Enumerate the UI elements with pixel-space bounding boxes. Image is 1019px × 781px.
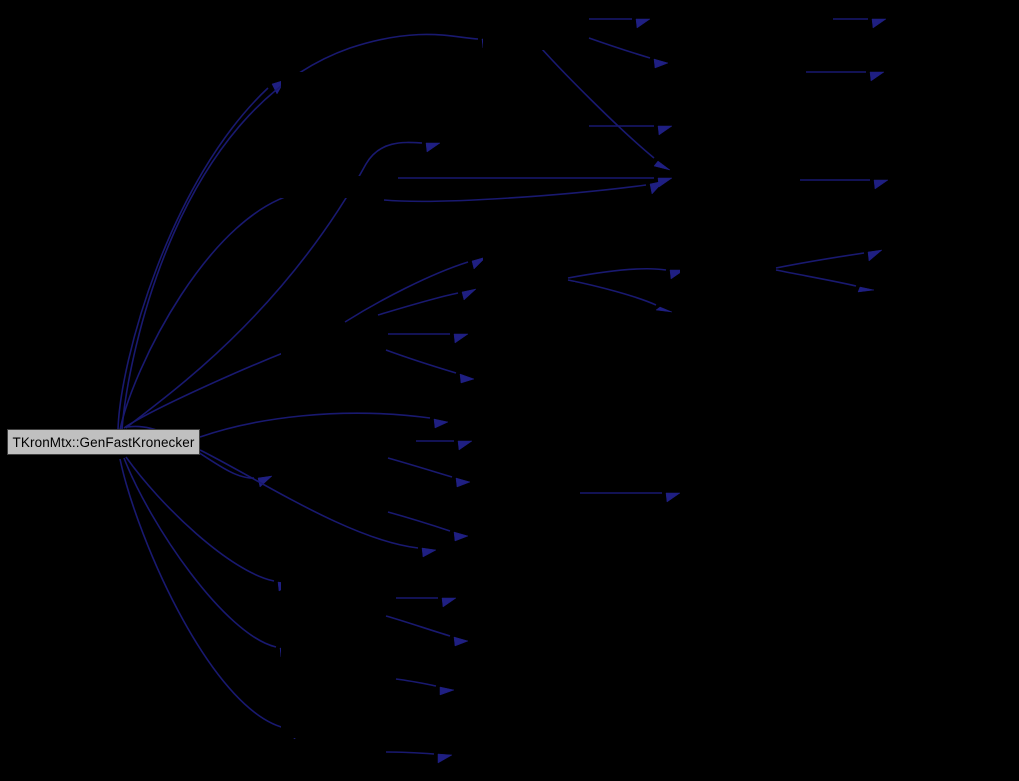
call-edge: [395, 678, 437, 687]
graph-node[interactable]: [895, 241, 987, 263]
call-edge: [123, 457, 277, 648]
arrowhead-icon: [453, 333, 469, 344]
graph-node[interactable]: [895, 62, 987, 84]
graph-node[interactable]: [483, 746, 575, 768]
graph-node-root[interactable]: TKronMtx::GenFastKronecker: [7, 429, 200, 455]
arrowhead-icon: [453, 531, 469, 542]
call-edge: [119, 191, 303, 431]
graph-node[interactable]: [281, 716, 373, 738]
call-edge: [533, 39, 655, 159]
call-edge: [377, 292, 459, 316]
arrowhead-icon: [471, 256, 487, 270]
graph-node[interactable]: [483, 250, 575, 272]
call-edge: [121, 33, 479, 430]
call-edge: [117, 87, 269, 431]
arrowhead-icon: [459, 373, 475, 384]
graph-node[interactable]: [483, 628, 575, 650]
arrowhead-icon: [657, 125, 673, 136]
graph-node[interactable]: [680, 260, 772, 282]
arrowhead-icon: [439, 686, 455, 696]
arrowhead-icon: [453, 636, 469, 647]
arrowhead-icon: [455, 477, 471, 488]
graph-node[interactable]: [281, 176, 373, 198]
graph-node[interactable]: [895, 277, 987, 299]
call-edge: [199, 449, 419, 549]
call-edge: [383, 184, 647, 203]
call-edge: [775, 269, 857, 287]
arrowhead-icon: [441, 597, 457, 608]
arrowhead-icon: [649, 180, 665, 195]
graph-node[interactable]: [483, 132, 575, 154]
call-edge: [119, 458, 291, 730]
graph-node[interactable]: [281, 338, 373, 360]
call-edge: [567, 279, 657, 306]
arrowhead-icon: [857, 286, 875, 293]
graph-node[interactable]: [895, 169, 987, 191]
call-edge: [588, 37, 651, 59]
graph-node[interactable]: [483, 282, 575, 304]
call-edge: [125, 141, 423, 429]
arrowhead-icon: [869, 71, 885, 82]
arrowhead-icon: [635, 18, 651, 29]
call-edge: [199, 412, 431, 438]
graph-node[interactable]: [483, 360, 575, 382]
call-edge: [775, 252, 865, 269]
arrowhead-icon: [867, 249, 883, 262]
call-edge: [387, 457, 453, 478]
call-edge: [125, 456, 275, 582]
graph-node[interactable]: [483, 679, 575, 701]
graph-node[interactable]: [680, 298, 772, 320]
graph-node[interactable]: [281, 636, 373, 658]
graph-node[interactable]: [483, 590, 575, 612]
call-edge: [385, 751, 435, 755]
arrowhead-icon: [437, 753, 453, 764]
arrowhead-icon: [433, 418, 449, 429]
arrowhead-icon: [425, 142, 441, 153]
arrowhead-icon: [653, 58, 669, 69]
graph-node[interactable]: [483, 28, 575, 50]
arrowhead-icon: [457, 440, 473, 451]
graph-node[interactable]: [483, 431, 575, 453]
arrowhead-icon: [873, 179, 889, 190]
graph-node[interactable]: [680, 172, 772, 194]
graph-node[interactable]: [483, 324, 575, 346]
call-edge: [385, 349, 457, 374]
graph-node[interactable]: [680, 483, 772, 505]
call-edge: [344, 261, 469, 323]
graph-node[interactable]: [680, 9, 772, 31]
graph-node[interactable]: [680, 54, 772, 76]
arrowhead-icon: [653, 160, 671, 171]
graph-node[interactable]: [895, 9, 987, 31]
arrowhead-icon: [421, 547, 437, 558]
graph-node[interactable]: [483, 466, 575, 488]
call-edge: [567, 267, 667, 279]
graph-node[interactable]: [680, 116, 772, 138]
graph-node[interactable]: [281, 466, 373, 488]
arrowhead-icon: [461, 288, 477, 301]
arrowhead-icon: [871, 18, 887, 29]
graph-node[interactable]: [281, 572, 373, 594]
arrowhead-icon: [665, 492, 681, 503]
graph-node[interactable]: [483, 538, 575, 560]
call-edge: [387, 511, 451, 532]
arrowhead-icon: [655, 306, 673, 313]
graph-node[interactable]: [281, 72, 373, 94]
call-edge: [385, 615, 451, 637]
